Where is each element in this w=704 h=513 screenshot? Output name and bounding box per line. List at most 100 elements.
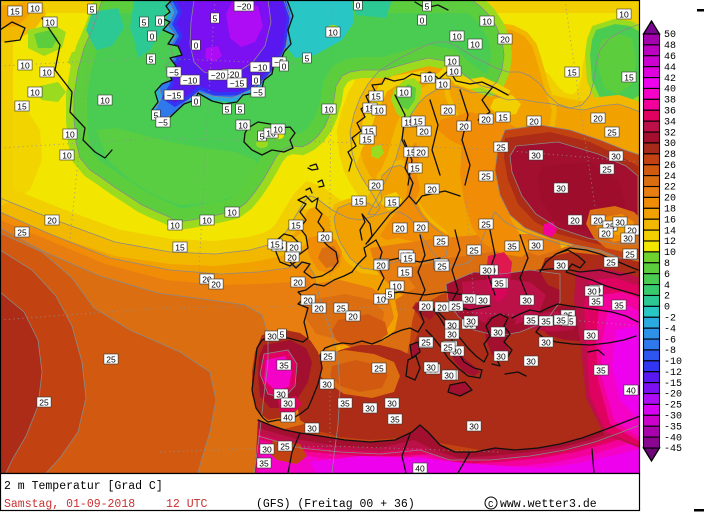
svg-text:28: 28 <box>664 150 676 161</box>
svg-text:30: 30 <box>447 321 457 331</box>
svg-text:10: 10 <box>42 68 52 78</box>
svg-text:30: 30 <box>283 399 293 409</box>
svg-text:Samstag, 01-09-2018: Samstag, 01-09-2018 <box>4 498 135 511</box>
svg-text:35: 35 <box>279 361 289 371</box>
svg-text:0: 0 <box>282 62 287 72</box>
svg-text:-40: -40 <box>664 433 682 444</box>
svg-text:20: 20 <box>529 117 539 127</box>
svg-text:20: 20 <box>348 312 358 322</box>
svg-text:30: 30 <box>556 184 566 194</box>
svg-text:−5: −5 <box>158 118 168 128</box>
svg-text:5: 5 <box>90 5 95 15</box>
svg-text:10: 10 <box>399 88 409 98</box>
svg-text:-30: -30 <box>664 412 682 423</box>
svg-text:10: 10 <box>392 282 402 292</box>
svg-text:25: 25 <box>481 220 491 230</box>
svg-text:40: 40 <box>626 386 636 396</box>
svg-text:30: 30 <box>267 332 277 342</box>
svg-text:20: 20 <box>500 35 510 45</box>
svg-text:20: 20 <box>314 304 324 314</box>
svg-text:30: 30 <box>522 296 532 306</box>
svg-text:0: 0 <box>254 76 259 86</box>
svg-text:20: 20 <box>202 275 212 285</box>
svg-text:15: 15 <box>624 73 634 83</box>
svg-text:35: 35 <box>390 415 400 425</box>
svg-text:15: 15 <box>175 243 185 253</box>
svg-text:5: 5 <box>149 55 154 65</box>
svg-text:−20: −20 <box>237 2 252 12</box>
svg-text:10: 10 <box>324 105 334 115</box>
svg-text:30: 30 <box>531 241 541 251</box>
svg-text:30: 30 <box>262 445 272 455</box>
svg-text:25: 25 <box>443 343 453 353</box>
svg-text:−10: −10 <box>253 63 268 73</box>
svg-text:44: 44 <box>664 63 676 74</box>
svg-text:5: 5 <box>142 18 147 28</box>
svg-text:15: 15 <box>404 118 414 128</box>
svg-text:www.wetter3.de: www.wetter3.de <box>500 498 597 511</box>
svg-text:5: 5 <box>260 132 265 142</box>
svg-text:10: 10 <box>30 4 40 14</box>
svg-text:20: 20 <box>293 278 303 288</box>
svg-text:35: 35 <box>526 316 536 326</box>
svg-text:20: 20 <box>627 226 637 236</box>
svg-text:25: 25 <box>421 338 431 348</box>
svg-text:-20: -20 <box>664 390 682 401</box>
svg-text:2: 2 <box>664 292 670 303</box>
svg-text:20: 20 <box>443 106 453 116</box>
svg-text:50: 50 <box>664 30 676 41</box>
svg-text:12 UTC: 12 UTC <box>166 498 208 511</box>
svg-text:30: 30 <box>496 352 506 362</box>
svg-text:−5: −5 <box>274 58 284 68</box>
svg-text:20: 20 <box>376 261 386 271</box>
svg-text:10: 10 <box>273 125 283 135</box>
svg-text:30: 30 <box>464 295 474 305</box>
svg-text:35: 35 <box>494 279 504 289</box>
svg-text:20: 20 <box>416 148 426 158</box>
svg-text:5: 5 <box>225 105 230 115</box>
svg-text:−20: −20 <box>211 71 226 81</box>
svg-text:20: 20 <box>395 224 405 234</box>
svg-text:30: 30 <box>623 234 633 244</box>
svg-text:30: 30 <box>664 139 676 150</box>
svg-text:35: 35 <box>564 317 574 327</box>
svg-text:38: 38 <box>664 96 676 107</box>
svg-text:10: 10 <box>62 151 72 161</box>
svg-text:10: 10 <box>45 18 55 28</box>
svg-text:-15: -15 <box>664 379 682 390</box>
svg-text:20: 20 <box>664 194 676 205</box>
svg-text:15: 15 <box>567 68 577 78</box>
svg-text:-4: -4 <box>664 324 676 335</box>
svg-text:25: 25 <box>481 172 491 182</box>
svg-text:0: 0 <box>158 17 163 27</box>
svg-text:10: 10 <box>65 130 75 140</box>
svg-text:10: 10 <box>470 40 480 50</box>
svg-text:16: 16 <box>664 215 676 226</box>
svg-text:−15: −15 <box>230 79 245 89</box>
svg-text:0: 0 <box>664 303 670 314</box>
svg-text:10: 10 <box>449 67 459 77</box>
svg-text:20: 20 <box>481 115 491 125</box>
svg-text:30: 30 <box>387 399 397 409</box>
svg-text:35: 35 <box>596 366 606 376</box>
svg-text:6: 6 <box>664 270 670 281</box>
svg-text:20: 20 <box>570 216 580 226</box>
svg-text:-8: -8 <box>664 346 676 357</box>
svg-text:5: 5 <box>305 54 310 64</box>
svg-text:30: 30 <box>531 151 541 161</box>
svg-text:30: 30 <box>444 371 454 381</box>
svg-text:15: 15 <box>364 127 374 137</box>
svg-text:-2: -2 <box>664 314 676 325</box>
svg-text:30: 30 <box>482 266 492 276</box>
svg-text:25: 25 <box>606 258 616 268</box>
svg-text:20: 20 <box>427 185 437 195</box>
svg-text:20: 20 <box>601 229 611 239</box>
svg-text:25: 25 <box>605 222 615 232</box>
svg-text:10: 10 <box>664 248 676 259</box>
svg-text:35: 35 <box>340 399 350 409</box>
svg-text:5: 5 <box>154 111 159 121</box>
svg-text:46: 46 <box>664 52 676 63</box>
svg-text:15: 15 <box>354 197 364 207</box>
svg-text:40: 40 <box>283 413 293 423</box>
svg-text:15: 15 <box>406 148 416 158</box>
